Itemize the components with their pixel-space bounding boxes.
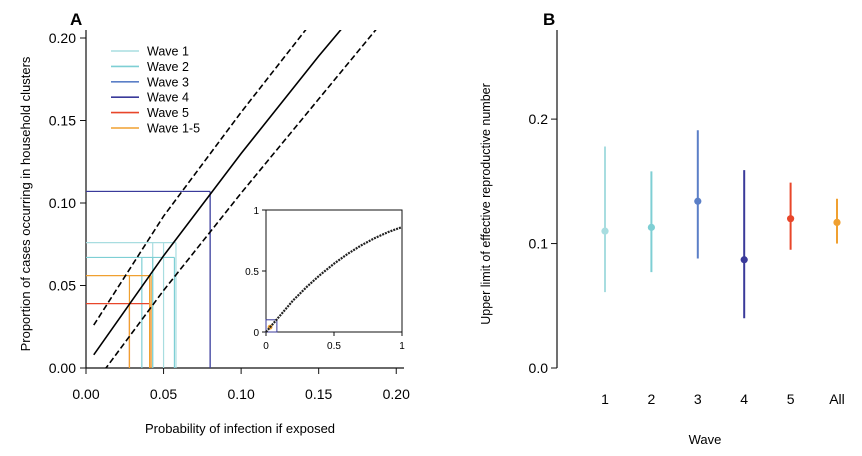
inset-zoom-region [265, 319, 278, 333]
a-y-tick-label: 0.00 [49, 360, 76, 376]
a-x-tick-label: 0.10 [227, 386, 254, 402]
panel-b: B 0.0 0.1 0.2 1 2 3 4 5 All Wave Upper limit of… [479, 10, 845, 447]
legend-label: Wave 3 [147, 75, 189, 89]
panel-a-y-ticks: 0.00 0.05 0.10 0.15 0.20 [49, 30, 86, 376]
inset-y-tick-label: 0 [253, 328, 259, 339]
a-y-tick-label: 0.10 [49, 195, 76, 211]
legend-label: Wave 1-5 [147, 122, 200, 136]
a-x-tick-label: 0.20 [383, 386, 410, 402]
a-y-tick-label: 0.15 [49, 113, 76, 129]
inset-curve [265, 226, 403, 333]
b-x-tick-label: 1 [601, 391, 609, 407]
inset-x-tick-label: 0.5 [327, 341, 341, 352]
inset-frame [265, 209, 403, 333]
inset-curve-line [265, 226, 403, 333]
b-y-tick-label: 0.0 [529, 360, 549, 376]
estimate-point [601, 227, 609, 235]
inset-x-tick-label: 1 [399, 341, 405, 352]
central-curve [93, 30, 342, 356]
legend-label: Wave 1 [147, 45, 189, 59]
panel-a-curves [93, 30, 377, 368]
b-x-tick-label: 5 [787, 391, 795, 407]
inset-y-tick-label: 1 [253, 206, 259, 217]
panel-b-points [601, 130, 841, 319]
a-x-tick-label: 0.00 [72, 386, 99, 402]
panel-a-label: A [70, 10, 82, 29]
a-x-tick-label: 0.15 [305, 386, 332, 402]
a-x-tick-label: 0.05 [150, 386, 177, 402]
estimate-point [787, 215, 795, 223]
legend-label: Wave 2 [147, 60, 189, 74]
inset-ticks: 0 0.5 1 0 0.5 1 [245, 206, 405, 352]
estimate-point [833, 218, 841, 226]
b-x-tick-label: 2 [648, 391, 656, 407]
b-y-tick-label: 0.2 [529, 111, 549, 127]
estimate-point [647, 223, 656, 231]
inset-x-tick-label: 0 [263, 341, 269, 352]
confidence-bound-curve [93, 30, 307, 326]
panel-b-y-label: Upper limit of effective reproductive nu… [479, 83, 493, 325]
panel-a-wave-readings [86, 190, 211, 368]
b-x-tick-label: 4 [740, 391, 748, 407]
b-y-tick-label: 0.1 [529, 236, 549, 252]
panel-b-y-ticks: 0.0 0.1 0.2 [529, 111, 557, 376]
panel-a-inset: 0 0.5 1 0 0.5 1 [245, 206, 405, 352]
inset-y-tick-label: 0.5 [245, 267, 259, 278]
panel-b-x-ticks: 1 2 3 4 5 All [601, 391, 845, 407]
b-x-tick-label: All [829, 391, 845, 407]
a-y-tick-label: 0.05 [49, 278, 76, 294]
a-y-tick-label: 0.20 [49, 30, 76, 46]
panel-a-y-label: Proportion of cases occurring in househo… [18, 56, 33, 351]
panel-a-x-ticks: 0.00 0.05 0.10 0.15 0.20 [72, 368, 410, 402]
panel-b-x-label: Wave [689, 432, 722, 447]
legend-label: Wave 4 [147, 91, 189, 105]
b-x-tick-label: 3 [694, 391, 702, 407]
estimate-point [694, 197, 702, 205]
panel-a: A 0.000.050.100.150.20 0.00 0.05 0.10 0.15 0… [18, 10, 410, 436]
panel-b-label: B [543, 10, 555, 29]
estimate-point [740, 256, 748, 264]
legend-label: Wave 5 [147, 106, 189, 120]
panel-a-x-label: Probability of infection if exposed [145, 421, 335, 436]
